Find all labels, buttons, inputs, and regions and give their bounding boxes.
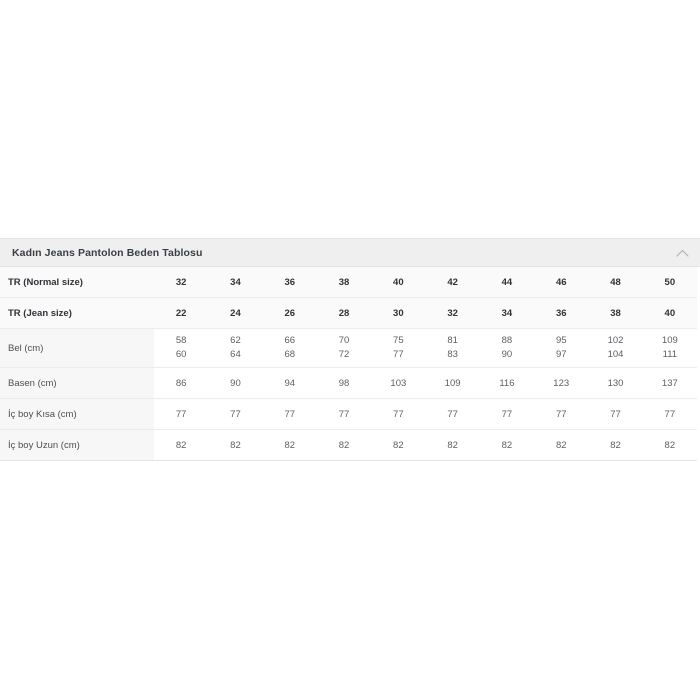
cell-value-min: 75 [393, 335, 404, 347]
table-cell: 116 [479, 367, 535, 399]
cell-value-max: 97 [555, 349, 567, 360]
table-row: İç boy Uzun (cm) 82 82 82 82 82 82 82 82 82 82 [0, 429, 697, 461]
table-cell: 81 83 [425, 328, 480, 368]
table-cell: 32 [425, 297, 480, 329]
table-cell: 38 [316, 267, 372, 298]
row-header-0: TR (Normal size) [0, 267, 154, 298]
table-cell: 70 72 [316, 328, 372, 368]
cell-value-min: 88 [501, 335, 513, 347]
table-cell: 90 [208, 367, 263, 399]
table-cell: 46 [534, 267, 589, 298]
table-cell: 38 [588, 297, 643, 329]
size-chart-panel: Kadın Jeans Pantolon Beden Tablosu TR (N… [0, 238, 700, 461]
table-row: TR (Normal size) 32 34 36 38 40 42 44 46 48 50 [0, 267, 697, 298]
table-cell: 77 [316, 398, 372, 430]
row-header-3: Basen (cm) [0, 367, 154, 399]
cell-value-max: 64 [230, 349, 241, 360]
cell-value-min: 62 [230, 335, 241, 347]
table-cell: 50 [642, 267, 697, 298]
row-header-2: Bel (cm) [0, 328, 154, 368]
table-cell: 102 104 [588, 328, 643, 368]
table-cell: 77 [208, 398, 263, 430]
table-cell: 77 [642, 398, 697, 430]
table-cell: 109 111 [642, 328, 697, 368]
table-cell: 77 [588, 398, 643, 430]
table-cell: 40 [371, 267, 426, 298]
table-cell: 82 [479, 429, 535, 461]
table-cell: 103 [371, 367, 426, 399]
table-cell: 32 [154, 267, 209, 298]
row-header-5: İç boy Uzun (cm) [0, 429, 154, 461]
table-cell: 30 [371, 297, 426, 329]
cell-value-min: 58 [175, 335, 187, 347]
table-cell: 42 [425, 267, 480, 298]
table-cell: 94 [262, 367, 317, 399]
table-cell: 82 [154, 429, 209, 461]
table-row: Basen (cm) 86 90 94 98 103 109 116 123 130 137 [0, 367, 697, 399]
table-cell: 24 [208, 297, 263, 329]
size-chart-header[interactable]: Kadın Jeans Pantolon Beden Tablosu [0, 238, 700, 267]
cell-value-max: 77 [393, 349, 404, 360]
row-header-1: TR (Jean size) [0, 297, 154, 329]
table-cell: 58 60 [154, 328, 209, 368]
cell-value-min: 66 [284, 335, 296, 347]
table-cell: 82 [588, 429, 643, 461]
table-cell: 130 [588, 367, 643, 399]
table-cell: 34 [208, 267, 263, 298]
table-cell: 123 [534, 367, 589, 399]
cell-value-min: 109 [661, 335, 678, 347]
table-cell: 82 [642, 429, 697, 461]
table-cell: 66 68 [262, 328, 317, 368]
row-header-4: İç boy Kısa (cm) [0, 398, 154, 430]
cell-value-max: 104 [607, 349, 624, 360]
table-cell: 77 [479, 398, 535, 430]
table-cell: 86 [154, 367, 209, 399]
table-cell: 82 [262, 429, 317, 461]
cell-value-max: 68 [284, 349, 296, 360]
table-cell: 82 [316, 429, 372, 461]
cell-value-max: 83 [447, 349, 458, 360]
table-cell: 88 90 [479, 328, 535, 368]
cell-value-min: 102 [607, 335, 624, 347]
table-cell: 36 [262, 267, 317, 298]
cell-value-max: 72 [338, 349, 350, 360]
table-cell: 109 [425, 367, 480, 399]
table-cell: 48 [588, 267, 643, 298]
table-cell: 44 [479, 267, 535, 298]
table-cell: 95 97 [534, 328, 589, 368]
cell-value-max: 90 [501, 349, 513, 360]
table-row: İç boy Kısa (cm) 77 77 77 77 77 77 77 77 77 77 [0, 398, 697, 430]
table-cell: 82 [425, 429, 480, 461]
table-cell: 77 [262, 398, 317, 430]
size-chart-table: TR (Normal size) 32 34 36 38 40 42 44 46 48 50 TR (… [0, 267, 697, 461]
table-cell: 26 [262, 297, 317, 329]
cell-value-min: 81 [447, 335, 458, 347]
table-row: Bel (cm) 58 60 62 64 66 68 70 72 75 77 81 83 88 90 95 97… [0, 328, 697, 368]
table-cell: 77 [371, 398, 426, 430]
table-cell: 77 [154, 398, 209, 430]
cell-value-max: 60 [175, 349, 187, 360]
table-cell: 22 [154, 297, 209, 329]
table-cell: 137 [642, 367, 697, 399]
table-cell: 36 [534, 297, 589, 329]
table-cell: 40 [642, 297, 697, 329]
chevron-up-icon[interactable] [672, 243, 692, 263]
table-cell: 82 [371, 429, 426, 461]
table-cell: 98 [316, 367, 372, 399]
table-cell: 34 [479, 297, 535, 329]
table-cell: 62 64 [208, 328, 263, 368]
table-cell: 77 [534, 398, 589, 430]
cell-value-max: 111 [662, 349, 678, 360]
table-cell: 82 [534, 429, 589, 461]
page-title: Kadın Jeans Pantolon Beden Tablosu [12, 246, 203, 259]
table-row: TR (Jean size) 22 24 26 28 30 32 34 36 38 40 [0, 297, 697, 329]
cell-value-min: 95 [555, 335, 567, 347]
table-cell: 28 [316, 297, 372, 329]
table-cell: 75 77 [371, 328, 426, 368]
cell-value-min: 70 [338, 335, 350, 347]
table-cell: 82 [208, 429, 263, 461]
table-cell: 77 [425, 398, 480, 430]
